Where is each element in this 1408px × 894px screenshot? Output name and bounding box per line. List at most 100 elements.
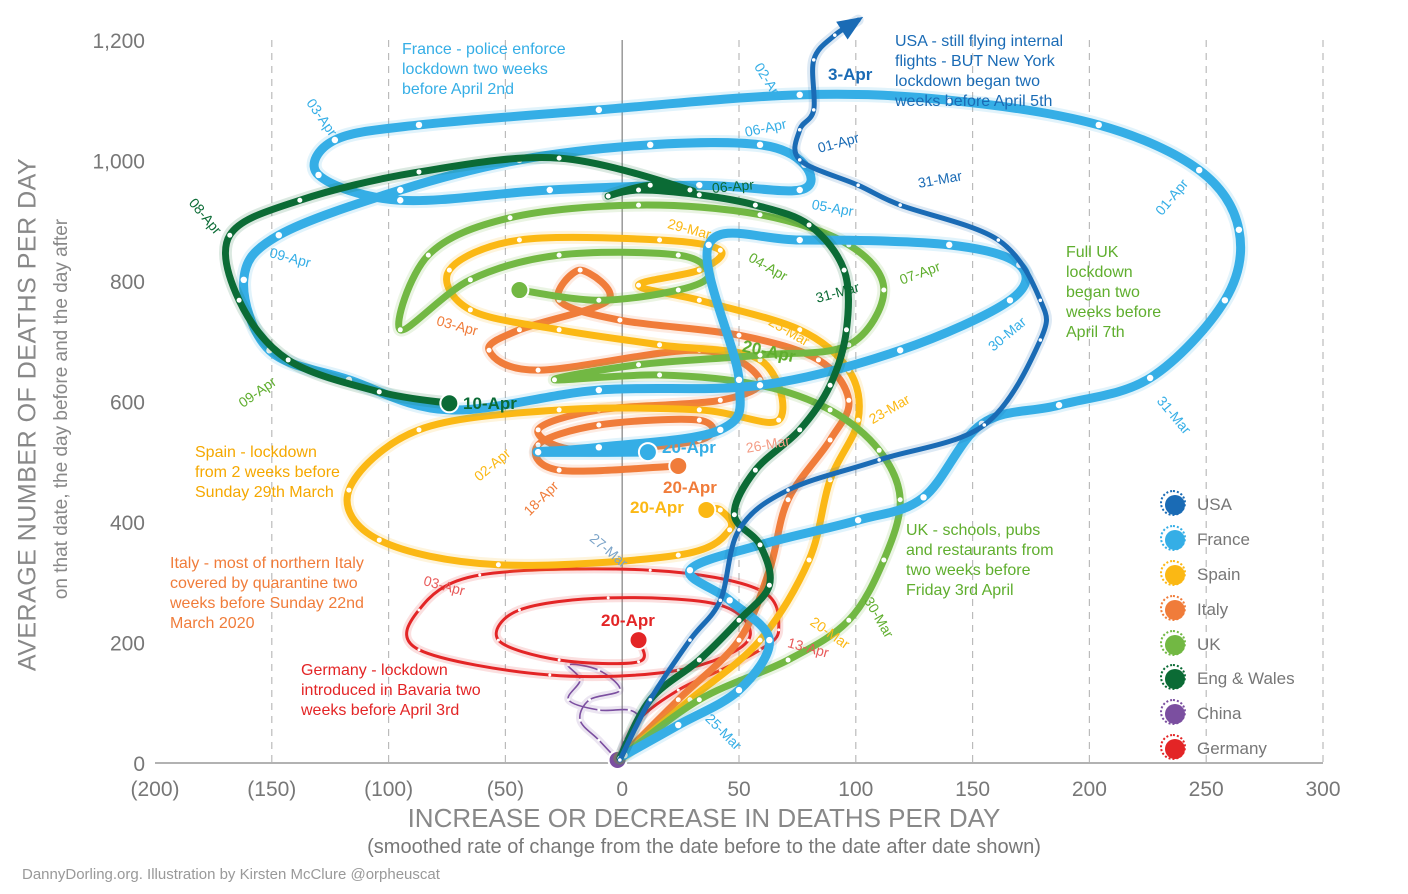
annotation-uk-lockdown: Full UK lockdown began two weeks before … [1066,244,1162,341]
data-point [797,327,803,333]
data-point [578,678,582,682]
legend-item-uk: UK [1160,627,1295,662]
legend-item-usa: USA [1160,488,1295,523]
data-point [696,192,702,198]
data-point [577,267,583,273]
x-tick-label: (100) [364,778,413,801]
data-point [516,237,522,243]
data-point [785,657,791,663]
spain-highlight-label: 20-Apr [630,498,684,517]
data-point [705,241,712,249]
data-point [227,232,233,238]
data-point [766,582,772,588]
data-point [898,203,902,207]
data-point [758,648,762,652]
data-point [486,347,492,353]
data-point [696,407,702,413]
data-point [657,342,663,348]
data-point [735,686,743,694]
endpoint-marker [668,455,689,476]
y-tick-label: 0 [133,753,145,776]
data-point [578,718,582,722]
x-tick-label: 200 [1072,778,1107,801]
data-point [854,516,862,524]
data-point [397,186,404,194]
data-point [827,477,833,483]
annotation-spain: Spain - lockdown from 2 weeks before Sun… [195,444,340,501]
series-line-germany [405,567,781,760]
data-point [1195,166,1203,174]
data-point [920,494,927,501]
x-tick-label: (150) [247,778,296,801]
data-point [376,389,382,395]
data-point [595,444,603,451]
data-point [752,202,758,208]
data-point [346,487,352,493]
x-axis-title: INCREASE OR DECREASE IN DEATHS PER DAY [407,803,1001,833]
data-point [811,58,816,62]
x-tick-label: 300 [1305,778,1340,801]
data-point [546,186,553,194]
data-point [618,758,622,762]
data-point [757,212,763,218]
data-point [846,397,852,403]
data-point [735,376,743,384]
data-point [752,467,758,473]
data-point [696,267,702,273]
data-point [675,252,681,258]
france-highlight-label: 20-Apr [662,438,716,457]
data-point [648,568,652,572]
data-point [331,136,339,144]
series-line-italy [485,266,853,762]
data-point [797,427,803,433]
data-point [535,427,541,433]
data-point [416,427,422,433]
data-point [776,417,782,423]
data-point [478,573,482,577]
data-point [1055,401,1063,409]
data-point [596,422,602,428]
annotation-usa: USA - still flying internal flights - BU… [895,33,1064,110]
data-point [236,297,242,303]
data-point [597,668,601,672]
data-point [736,332,742,338]
data-point [843,327,849,333]
virus-icon [1160,490,1186,517]
data-point [397,327,403,333]
data-point [556,467,562,473]
data-point [717,397,723,403]
data-point [757,637,763,643]
data-point [507,215,513,221]
data-point [1095,121,1102,129]
legend-item-france: France [1160,523,1295,558]
y-tick-label: 400 [110,512,145,535]
data-point [846,617,852,623]
data-point [796,236,803,244]
x-tick-label: (200) [130,778,179,801]
data-point [566,698,570,702]
data-point [827,437,833,443]
grid [271,40,1324,763]
data-point [881,557,887,563]
series-usa [614,14,1052,766]
data-point [696,297,702,303]
data-point [796,91,803,99]
series-line-uk [395,201,904,762]
legend-item-eng-wales: Eng & Wales [1160,662,1295,697]
data-point [240,276,247,284]
data-point [606,596,610,600]
data-point [717,247,723,253]
data-point [376,537,382,543]
data-point [597,738,601,742]
data-point [717,426,724,434]
data-point [556,155,562,161]
data-point [517,608,521,612]
data-point [516,327,522,333]
virus-icon [1160,629,1186,656]
data-point [806,222,812,228]
data-point [756,382,764,389]
data-point [595,106,603,114]
data-point [285,357,291,363]
virus-icon [1160,559,1186,586]
